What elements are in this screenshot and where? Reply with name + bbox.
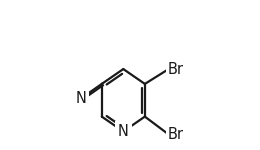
Text: Br: Br (167, 127, 183, 142)
Text: N: N (118, 124, 129, 139)
Text: Br: Br (167, 61, 183, 76)
Text: N: N (76, 91, 87, 106)
